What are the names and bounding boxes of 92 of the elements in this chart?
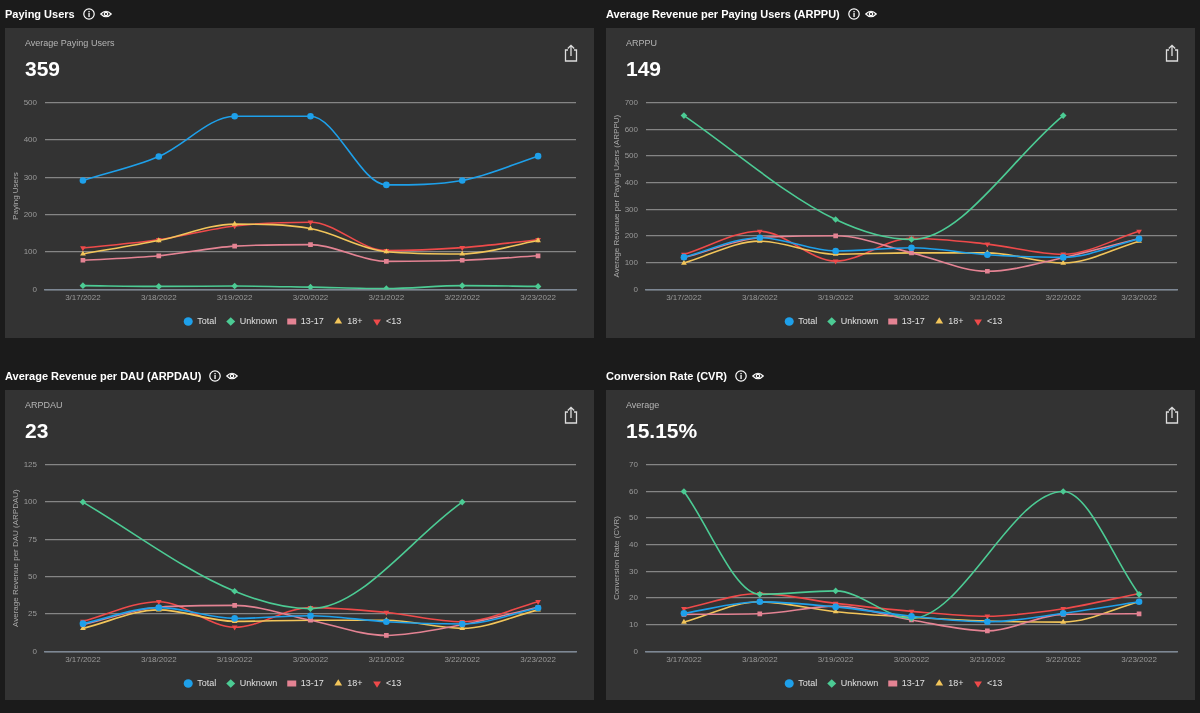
x-tick-label: 3/20/2022 (292, 655, 329, 665)
x-tick-label: 3/19/2022 (817, 655, 854, 665)
legend-label: Total (798, 315, 818, 326)
legend-label: 18+ (948, 315, 964, 326)
x-tick-label: 3/23/2022 (1121, 293, 1158, 303)
legend-label: 18+ (347, 315, 363, 326)
y-tick-label: 100 (624, 257, 639, 267)
chart-subtitle: ARPDAU (25, 400, 63, 410)
y-tick-label: 30 (629, 566, 639, 576)
x-tick-label: 3/19/2022 (216, 655, 253, 665)
x-tick-label: 3/21/2022 (969, 655, 1006, 665)
x-tick-label: 3/20/2022 (893, 293, 930, 303)
x-tick-label: 3/18/2022 (741, 655, 779, 665)
y-tick-label: 25 (28, 609, 38, 619)
legend-label: <13 (987, 677, 1003, 688)
chart-title: Conversion Rate (CVR) (606, 370, 728, 382)
y-tick-label: 125 (23, 460, 38, 469)
y-tick-label: 300 (624, 204, 639, 214)
y-tick-label: 40 (629, 539, 639, 549)
x-tick-label: 3/20/2022 (292, 293, 329, 303)
y-tick-label: 75 (28, 534, 38, 544)
y-tick-label: 100 (23, 247, 38, 257)
y-tick-label: 50 (28, 571, 38, 581)
x-tick-label: 3/22/2022 (1045, 655, 1082, 665)
chart-title: Average Revenue per DAU (ARPDAU) (5, 370, 202, 382)
y-tick-label: 0 (32, 646, 38, 656)
x-tick-label: 3/19/2022 (817, 293, 854, 303)
text: 23 (25, 419, 49, 443)
y-tick-label: 300 (23, 172, 38, 182)
legend-label: <13 (987, 315, 1003, 326)
text: 359 (25, 57, 61, 81)
chart-title: Average Revenue per Paying Users (ARPPU) (606, 8, 840, 20)
legend-label: Total (197, 315, 217, 326)
legend-label: 13-17 (901, 677, 925, 688)
text: 149 (626, 57, 662, 81)
x-tick-label: 3/21/2022 (368, 655, 405, 665)
x-tick-label: 3/22/2022 (1045, 293, 1082, 303)
y-tick-label: 50 (629, 513, 639, 523)
y-tick-label: 0 (32, 284, 38, 294)
legend-label: Unknown (840, 677, 879, 688)
y-tick-label: 700 (624, 98, 639, 107)
legend-label: <13 (386, 315, 402, 326)
legend-label: 18+ (948, 677, 964, 688)
x-tick-label: 3/21/2022 (368, 293, 405, 303)
x-tick-label: 3/18/2022 (140, 293, 178, 303)
legend-label: Unknown (239, 677, 278, 688)
y-tick-label: 400 (23, 135, 38, 145)
y-axis-title: Average Revenue per Paying Users (ARPPU) (612, 114, 621, 278)
x-tick-label: 3/22/2022 (444, 293, 481, 303)
text: 15.15% (626, 419, 698, 443)
y-tick-label: 0 (633, 646, 639, 656)
y-tick-label: 500 (624, 151, 639, 161)
chart-subtitle: ARPPU (626, 38, 658, 48)
legend-label: 13-17 (901, 315, 925, 326)
y-tick-label: 400 (624, 177, 639, 187)
x-tick-label: 3/18/2022 (741, 293, 779, 303)
y-axis-title: Conversion Rate (CVR) (612, 515, 621, 601)
x-tick-label: 3/23/2022 (520, 655, 557, 665)
x-tick-label: 3/22/2022 (444, 655, 481, 665)
x-tick-label: 3/17/2022 (65, 655, 102, 665)
x-tick-label: 3/17/2022 (65, 293, 102, 303)
y-tick-label: 0 (633, 284, 639, 294)
y-tick-label: 100 (23, 497, 38, 507)
y-tick-label: 200 (23, 209, 38, 219)
x-tick-label: 3/17/2022 (666, 293, 703, 303)
x-tick-label: 3/20/2022 (893, 655, 930, 665)
y-tick-label: 200 (624, 231, 639, 241)
y-tick-label: 70 (629, 460, 639, 469)
x-tick-label: 3/21/2022 (969, 293, 1006, 303)
x-tick-label: 3/23/2022 (520, 293, 557, 303)
legend-label: Unknown (840, 315, 879, 326)
legend-label: <13 (386, 677, 402, 688)
y-axis-title: Average Revenue per DAU (ARPDAU) (11, 488, 20, 627)
chart-subtitle: Average (626, 400, 660, 410)
y-axis-title: Paying Users (11, 172, 20, 220)
legend-label: Total (197, 677, 217, 688)
x-tick-label: 3/17/2022 (666, 655, 703, 665)
y-tick-label: 60 (629, 486, 639, 496)
legend-label: 13-17 (300, 677, 324, 688)
legend-label: 18+ (347, 677, 363, 688)
x-tick-label: 3/23/2022 (1121, 655, 1158, 665)
y-tick-label: 500 (23, 98, 38, 107)
legend-label: Total (798, 677, 818, 688)
x-tick-label: 3/19/2022 (216, 293, 253, 303)
y-tick-label: 600 (624, 124, 639, 134)
legend-label: Unknown (239, 315, 278, 326)
y-tick-label: 20 (629, 593, 639, 603)
chart-subtitle: Average Paying Users (25, 38, 115, 48)
x-tick-label: 3/18/2022 (140, 655, 178, 665)
legend-label: 13-17 (300, 315, 324, 326)
chart-title: Paying Users (5, 8, 75, 20)
y-tick-label: 10 (629, 619, 639, 629)
